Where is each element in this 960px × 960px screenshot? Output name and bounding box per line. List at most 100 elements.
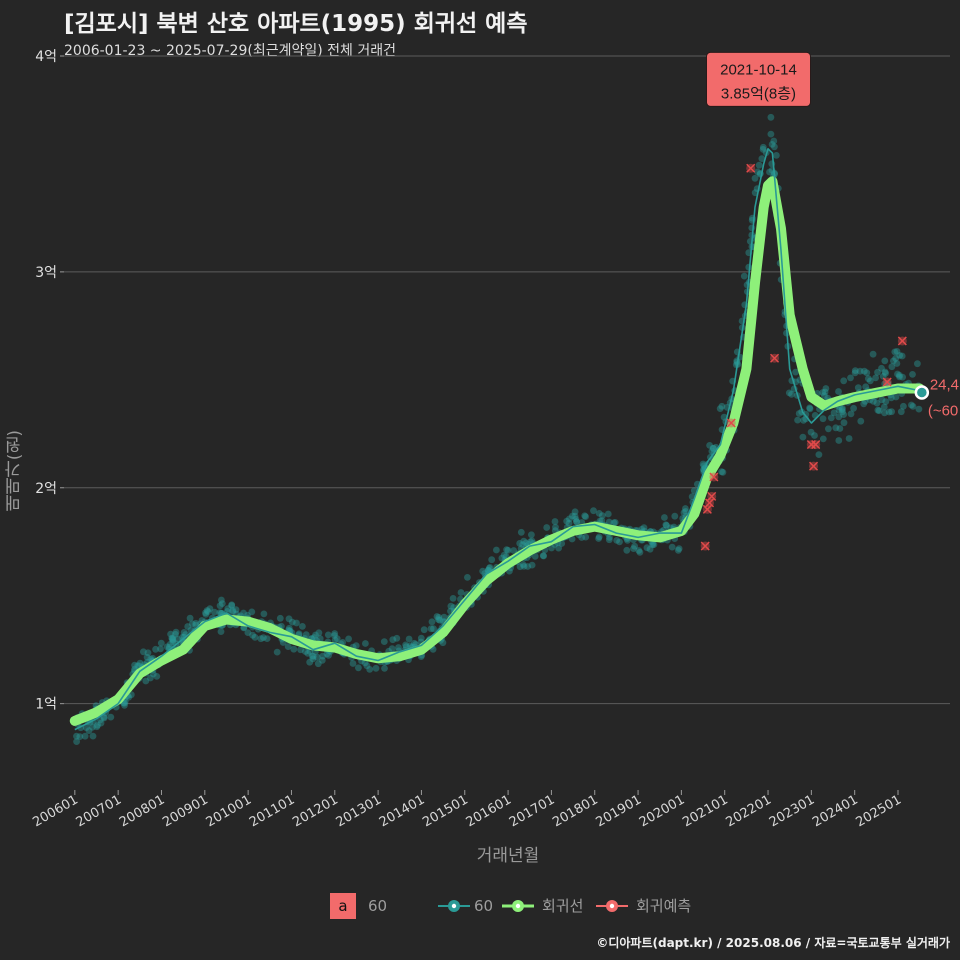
trade-point bbox=[318, 657, 326, 664]
trade-point bbox=[380, 638, 388, 645]
trade-point bbox=[840, 411, 847, 418]
trade-point bbox=[331, 636, 339, 644]
trade-point bbox=[240, 609, 247, 617]
trade-point bbox=[881, 409, 888, 417]
prediction-point bbox=[808, 461, 819, 471]
trade-point bbox=[249, 631, 256, 639]
trade-point bbox=[331, 632, 338, 639]
x-tick-label: 201401 bbox=[377, 792, 427, 830]
trade-point bbox=[388, 645, 396, 653]
trade-point bbox=[566, 515, 573, 523]
trade-point bbox=[582, 533, 590, 541]
max-annotation-value: 3.85억(8층) bbox=[721, 85, 796, 102]
trade-point bbox=[605, 518, 613, 526]
trade-point bbox=[832, 424, 840, 432]
trade-point bbox=[571, 512, 579, 520]
trade-point bbox=[97, 719, 105, 727]
prediction-point bbox=[746, 163, 756, 173]
trade-point bbox=[821, 392, 828, 399]
legend-line-swatch-60 bbox=[438, 900, 470, 912]
trade-point bbox=[552, 523, 559, 531]
trade-point bbox=[661, 514, 668, 521]
trade-point bbox=[598, 517, 606, 525]
trade-point bbox=[854, 384, 862, 392]
trade-point bbox=[636, 548, 644, 556]
trade-point bbox=[740, 272, 748, 280]
trade-point bbox=[136, 659, 144, 667]
trade-point bbox=[807, 428, 815, 436]
prediction-point bbox=[726, 418, 736, 428]
trade-point bbox=[882, 369, 889, 377]
x-tick-label: 202001 bbox=[637, 792, 687, 830]
trade-point bbox=[192, 619, 200, 627]
trade-point bbox=[785, 389, 793, 397]
legend: a 60 60 회귀선 회귀예측 bbox=[0, 893, 960, 919]
trade-point bbox=[290, 645, 298, 653]
trade-point bbox=[682, 505, 689, 512]
trade-point bbox=[361, 659, 369, 667]
trade-point bbox=[184, 623, 192, 630]
trade-point bbox=[519, 561, 527, 568]
trade-point bbox=[838, 406, 846, 413]
prediction-point bbox=[770, 353, 780, 363]
x-tick-label: 201901 bbox=[594, 792, 644, 830]
trade-point bbox=[663, 522, 670, 529]
trade-point bbox=[595, 533, 603, 541]
trade-point bbox=[100, 714, 108, 722]
trade-point bbox=[202, 609, 209, 617]
trade-point bbox=[611, 519, 619, 526]
trade-point bbox=[76, 733, 84, 740]
trade-point bbox=[389, 636, 397, 644]
trade-point bbox=[882, 398, 890, 405]
trade-point bbox=[662, 521, 670, 529]
trade-point bbox=[107, 713, 115, 721]
trade-point bbox=[743, 281, 751, 289]
trade-point bbox=[381, 665, 388, 672]
trade-point bbox=[751, 174, 759, 182]
trade-point bbox=[896, 371, 903, 379]
trade-point bbox=[759, 143, 767, 151]
x-tick-label: 202301 bbox=[767, 792, 817, 830]
trade-point bbox=[167, 630, 175, 638]
trade-point bbox=[299, 623, 306, 630]
trade-point bbox=[893, 360, 901, 367]
x-tick-label: 200601 bbox=[30, 792, 80, 830]
trade-point bbox=[211, 608, 218, 616]
trade-point bbox=[599, 512, 606, 519]
trade-point bbox=[405, 635, 413, 643]
trade-point bbox=[157, 639, 165, 647]
trade-point bbox=[319, 652, 327, 660]
trade-point bbox=[896, 352, 904, 359]
prediction-point bbox=[705, 498, 715, 508]
trade-point bbox=[819, 389, 827, 396]
trade-point bbox=[716, 405, 724, 412]
trade-point bbox=[767, 130, 775, 138]
trade-point bbox=[516, 563, 524, 571]
x-axis-label: 거래년월 bbox=[476, 846, 540, 866]
trade-point bbox=[755, 161, 763, 169]
trade-point bbox=[795, 410, 803, 417]
trade-point bbox=[908, 401, 915, 409]
trade-point bbox=[890, 357, 897, 365]
trade-point bbox=[613, 537, 621, 544]
trade-point bbox=[710, 444, 717, 452]
trade-point bbox=[522, 539, 530, 547]
trade-point bbox=[830, 409, 838, 417]
trade-point bbox=[393, 634, 401, 642]
trade-point bbox=[590, 507, 597, 515]
max-annotation-box bbox=[706, 51, 812, 107]
trade-point bbox=[168, 634, 176, 642]
trade-point bbox=[520, 563, 528, 570]
trade-point bbox=[486, 564, 494, 571]
trade-point bbox=[428, 618, 436, 626]
trade-point bbox=[217, 628, 225, 635]
trade-point bbox=[915, 405, 923, 413]
trade-point bbox=[873, 399, 881, 407]
trade-point bbox=[863, 369, 871, 377]
trade-point bbox=[879, 373, 887, 380]
trade-point bbox=[699, 460, 707, 468]
trade-point bbox=[675, 545, 683, 552]
trade-point bbox=[324, 631, 332, 639]
trade-point bbox=[767, 113, 775, 121]
